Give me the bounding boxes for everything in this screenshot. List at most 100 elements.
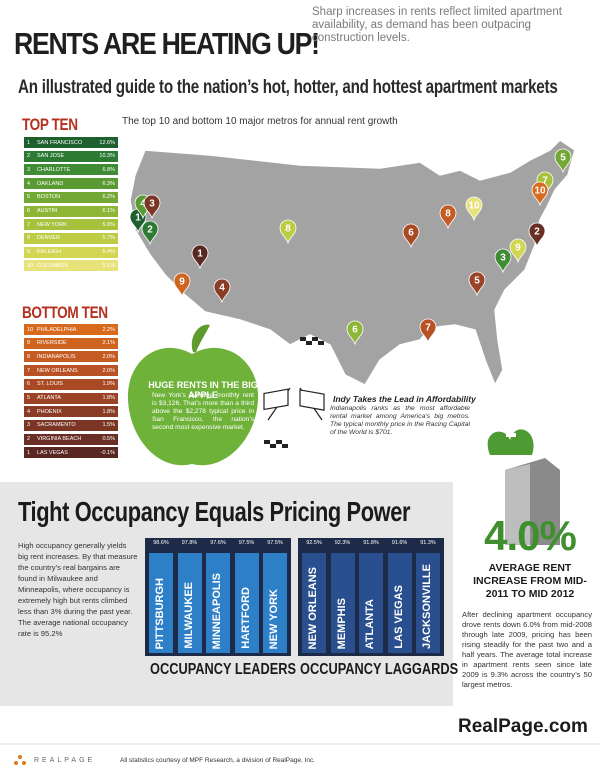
rank: 5 <box>27 395 31 401</box>
list-row: 9 RIVERSIDE 2.1% <box>24 337 118 350</box>
rank: 4 <box>27 180 31 187</box>
map-pin: 10 <box>465 196 483 222</box>
leaders-panel: 98.6% PITTSBURGH 97.8% MILWAUKEE 97.6% MINNEA… <box>145 538 291 656</box>
occupancy-value: 98.6% <box>153 540 169 546</box>
pin-rank: 3 <box>149 199 155 210</box>
credit: All statistics courtesy of MPF Research,… <box>120 757 316 764</box>
rent-growth: 5.7% <box>102 235 115 242</box>
list-row: 2 SAN JOSE 10.3% <box>24 150 118 163</box>
map-pin: 9 <box>509 238 527 264</box>
pin-rank: 9 <box>179 277 185 288</box>
list-row: 7 NEW YORK 5.9% <box>24 219 118 232</box>
rent-growth: 5.4% <box>102 249 115 256</box>
intro: Sharp increases in rents reflect limited… <box>312 6 562 44</box>
rent-growth: 12.6% <box>99 139 115 146</box>
map-pin: 8 <box>279 219 297 245</box>
pin-shape <box>143 194 161 220</box>
checkered-flags <box>263 337 325 448</box>
metro-name: DENVER <box>37 235 60 242</box>
occupancy-bar: MEMPHIS <box>330 553 355 653</box>
rent-growth: 10.3% <box>99 153 115 160</box>
metro-name: OAKLAND <box>37 180 64 187</box>
list-row: 3 CHARLOTTE 6.8% <box>24 164 118 177</box>
pin-rank: 7 <box>425 323 431 334</box>
rank: 1 <box>27 139 31 146</box>
pin-shape <box>468 271 486 297</box>
title: RENTS ARE HEATING UP! <box>14 26 320 61</box>
pin-rank: 4 <box>140 199 146 210</box>
list-row: 6 ST. LOUIS 1.9% <box>24 378 118 391</box>
metro-name: PHOENIX <box>37 408 62 415</box>
list-row: 6 AUSTIN 6.1% <box>24 205 118 218</box>
metro-name: MEMPHIS <box>335 597 348 649</box>
rent-growth: 1.8% <box>102 395 115 401</box>
rent-increase-text: After declining apartment occupancy drov… <box>462 610 592 689</box>
metro-name: COLUMBUS <box>37 262 69 269</box>
pin-rank: 5 <box>474 276 480 287</box>
metro-name: NEW ORLEANS <box>307 566 319 650</box>
occupancy-bar: MINNEAPOLIS <box>206 553 230 653</box>
map-pin: 5 <box>468 271 486 297</box>
rank: 6 <box>27 381 31 388</box>
metro-name: PHILADELPHIA <box>37 326 77 333</box>
list-row: 4 PHOENIX 1.8% <box>24 406 118 419</box>
rank: 8 <box>27 235 31 242</box>
map-pin: 1 <box>191 244 209 270</box>
pin-shape <box>439 204 457 230</box>
rank: 8 <box>27 353 31 360</box>
occupancy-bar: MILWAUKEE <box>177 553 202 653</box>
map-pin: 4 <box>213 278 231 304</box>
occupancy-value: 91.8% <box>363 540 379 546</box>
rent-growth: 2.1% <box>102 340 115 347</box>
logo-dots <box>14 755 26 765</box>
rank: 10 <box>27 262 34 269</box>
list-row: 1 SAN FRANCISCO 12.6% <box>24 137 118 149</box>
leaders-label: OCCUPANCY LEADERS <box>150 661 297 678</box>
occupancy-title: Tight Occupancy Equals Pricing Power <box>18 496 411 527</box>
metro-name: JACKSONVILLE <box>421 564 433 649</box>
list-row: 7 NEW ORLEANS 2.0% <box>24 365 118 378</box>
list-row: 10 PHILADELPHIA 2.2% <box>24 324 118 336</box>
list-row: 8 INDIANAPOLIS 2.0% <box>24 351 118 364</box>
occupancy-value: 91.6% <box>391 540 408 546</box>
occupancy-value: 91.3% <box>420 540 436 546</box>
pin-rank: 5 <box>560 153 566 164</box>
metro-name: AUSTIN <box>37 208 58 214</box>
metro-name: RALEIGH <box>37 249 62 256</box>
map-pin: 6 <box>402 223 420 249</box>
rent-increase-caption: AVERAGE RENT INCREASE FROM MID-2011 TO M… <box>473 562 587 600</box>
us-map <box>129 139 576 387</box>
apple-heading: HUGE RENTS IN THE BIG APPLE <box>148 380 258 400</box>
apple-text: New York’s average monthly rent is $3,12… <box>152 392 254 431</box>
occupancy-bar: HARTFORD <box>234 553 259 653</box>
list-row: 8 DENVER 5.7% <box>24 232 118 245</box>
pin-rank: 8 <box>445 209 451 220</box>
map-pin: 8 <box>439 204 457 230</box>
metro-name: NEW ORLEANS <box>37 367 78 374</box>
building-icon <box>487 429 560 545</box>
pin-rank: 6 <box>408 228 414 239</box>
pin-shape <box>531 181 549 207</box>
pin-rank: 1 <box>197 249 203 260</box>
map-pin: 6 <box>346 320 364 346</box>
map-pin: 5 <box>554 148 572 174</box>
list-row: 4 OAKLAND 6.3% <box>24 178 118 191</box>
pin-rank: 2 <box>147 225 153 236</box>
pin-shape <box>402 223 420 249</box>
rent-growth: 1.8% <box>102 408 115 415</box>
map-pin: 10 <box>531 181 549 207</box>
rank: 5 <box>27 194 31 201</box>
indy-text: Indianapolis ranks as the most affordabl… <box>330 405 470 436</box>
pin-shape <box>213 278 231 304</box>
metro-name: ST. LOUIS <box>37 381 63 388</box>
metro-name: ATLANTA <box>364 598 376 649</box>
pin-rank: 7 <box>542 176 548 187</box>
indy-heading: Indy Takes the Lead in Affordability <box>333 394 476 404</box>
rent-growth: 1.5% <box>102 422 115 429</box>
list-row: 10 COLUMBUS 5.1% <box>24 260 118 273</box>
rank: 9 <box>27 249 31 256</box>
rank: 4 <box>27 408 31 415</box>
list-row: 5 BOSTON 6.2% <box>24 191 118 204</box>
